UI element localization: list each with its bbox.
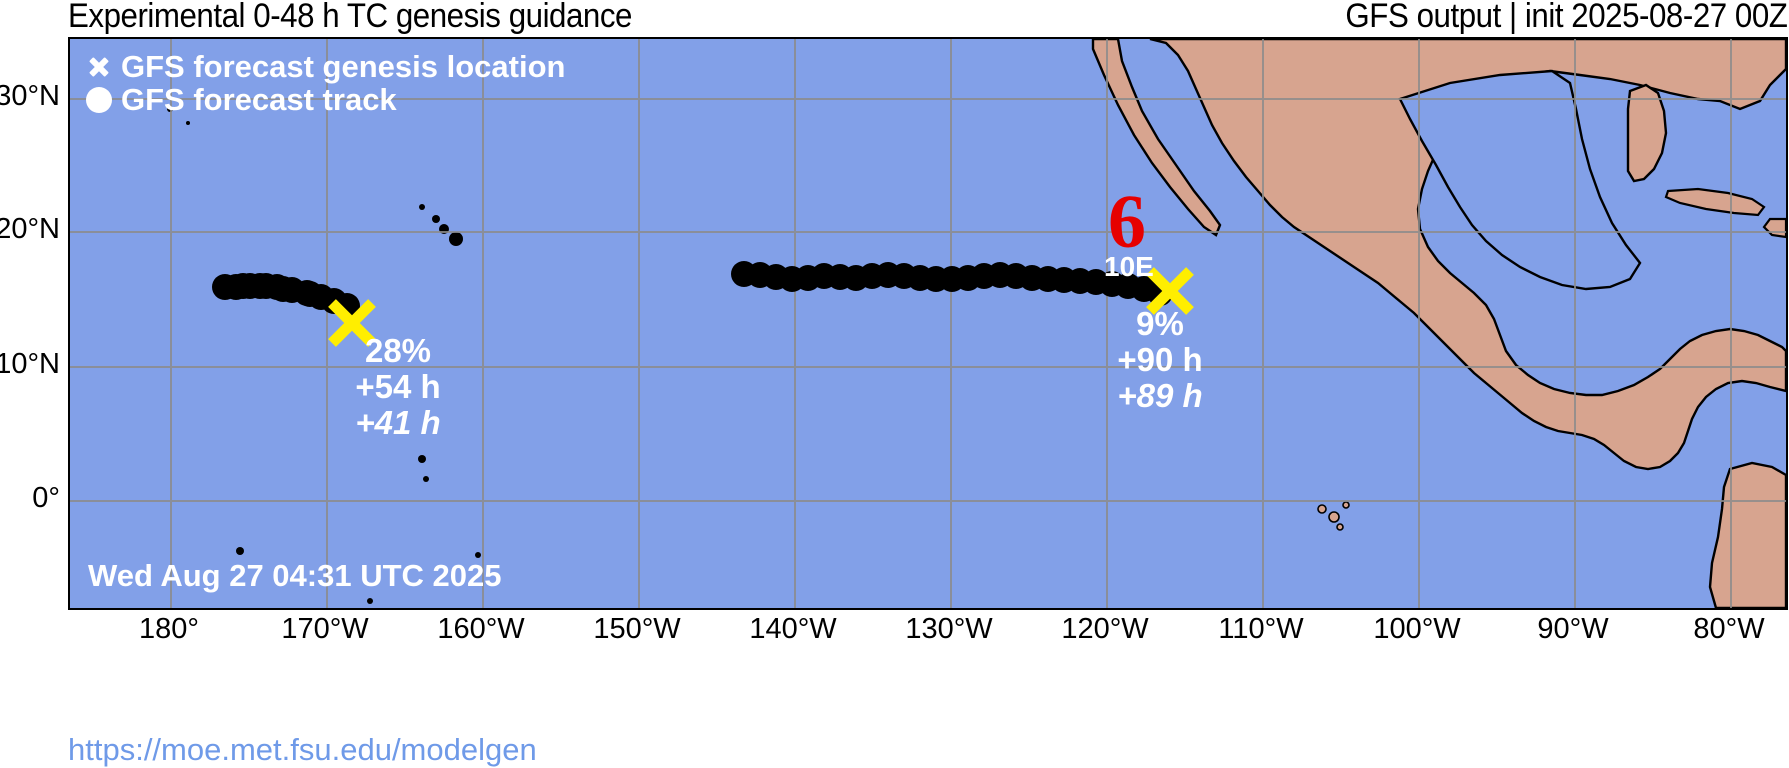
graticule-grid <box>70 39 1786 608</box>
legend-label-track: GFS forecast track <box>121 82 397 117</box>
x-mark-icon <box>86 54 112 80</box>
south-america <box>1708 461 1786 608</box>
generated-timestamp: Wed Aug 27 04:31 UTC 2025 <box>88 558 502 593</box>
x-tick-150w: 150°W <box>593 613 681 645</box>
model-init-label: GFS output | init 2025-08-27 00Z <box>1344 0 1787 35</box>
header-bar: Experimental 0-48 h TC genesis guidance … <box>0 0 1789 36</box>
cuba <box>1664 187 1766 217</box>
legend-item-genesis: GFS forecast genesis location <box>86 50 565 83</box>
pacific-island-2 <box>186 121 190 125</box>
x-tick-100w: 100°W <box>1373 613 1461 645</box>
map-legend: GFS forecast genesis location GFS foreca… <box>86 50 565 116</box>
pacific-island-6 <box>475 552 481 558</box>
west-genesis-time: +54 h <box>355 368 441 405</box>
florida <box>1626 83 1668 183</box>
map-graphic <box>70 39 1786 608</box>
west-probability: 28% <box>364 332 432 369</box>
galapagos-island-1 <box>1317 504 1327 514</box>
galapagos-island-4 <box>1336 523 1344 531</box>
tc-name-label: 10E <box>1104 251 1154 282</box>
x-tick-120w: 120°W <box>1061 613 1149 645</box>
hawaii-island-2 <box>432 215 440 223</box>
forecast-track-east <box>731 261 1173 306</box>
source-url-link[interactable]: https://moe.met.fsu.edu/modelgen <box>68 732 537 767</box>
y-tick-30n: 30°N <box>0 80 60 112</box>
pacific-island-7 <box>367 598 373 604</box>
legend-label-genesis: GFS forecast genesis location <box>121 49 566 84</box>
east-alt-time: +89 h <box>1117 377 1203 414</box>
east-probability: 9% <box>1136 305 1184 342</box>
x-tick-140w: 140°W <box>749 613 837 645</box>
map-canvas[interactable]: GFS forecast genesis location GFS foreca… <box>68 37 1788 610</box>
filled-circle-icon <box>86 86 112 113</box>
x-tick-80w: 80°W <box>1693 613 1765 645</box>
annotation-east-system: 9% +90 h +89 h <box>1070 307 1250 412</box>
x-tick-110w: 110°W <box>1218 613 1304 645</box>
x-tick-130w: 130°W <box>905 613 993 645</box>
pacific-island-3 <box>418 455 426 463</box>
x-tick-170w: 170°W <box>281 613 369 645</box>
genesis-marker-east <box>1146 267 1194 315</box>
x-tick-180: 180° <box>139 613 199 645</box>
y-tick-0: 0° <box>32 482 60 514</box>
y-tick-10n: 10°N <box>0 348 60 380</box>
page-title: Experimental 0-48 h TC genesis guidance <box>68 0 632 35</box>
hawaii-island-1 <box>419 204 425 210</box>
tc-symbol-icon: 6 <box>1108 180 1146 264</box>
y-tick-20n: 20°N <box>0 213 60 245</box>
galapagos-island-3 <box>1342 501 1350 509</box>
legend-item-track: GFS forecast track <box>86 83 565 116</box>
genesis-marker-west <box>328 299 376 347</box>
hawaii-island-4 <box>449 232 463 246</box>
pacific-island-4 <box>423 476 429 482</box>
east-genesis-time: +90 h <box>1117 341 1203 378</box>
landmasses <box>167 39 1786 608</box>
galapagos-island-2 <box>1328 511 1340 523</box>
west-alt-time: +41 h <box>355 404 441 441</box>
pacific-island-5 <box>236 547 244 555</box>
x-tick-160w: 160°W <box>437 613 525 645</box>
x-tick-90w: 90°W <box>1537 613 1609 645</box>
annotation-west-system: 28% +54 h +41 h <box>308 334 488 439</box>
baja-peninsula <box>1091 39 1222 237</box>
gulf-of-mexico <box>1398 69 1642 291</box>
